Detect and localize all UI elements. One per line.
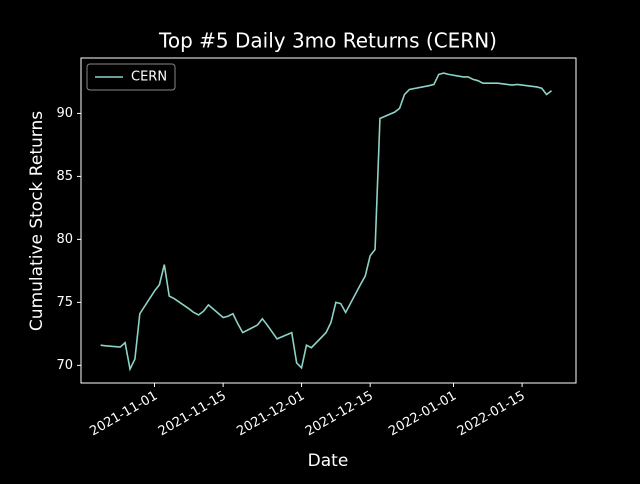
y-tick-label: 90 bbox=[56, 106, 73, 121]
y-tick-label: 80 bbox=[56, 232, 73, 247]
chart-title: Top #5 Daily 3mo Returns (CERN) bbox=[158, 29, 497, 53]
line bbox=[100, 72, 552, 372]
legend: CERN bbox=[86, 63, 176, 91]
plot-frame bbox=[80, 57, 577, 384]
legend-label: CERN bbox=[131, 70, 167, 85]
y-tick-label: 70 bbox=[56, 358, 73, 373]
y-tick-label: 75 bbox=[56, 295, 73, 310]
y-axis-label: Cumulative Stock Returns bbox=[27, 111, 47, 331]
y-tick-label: 85 bbox=[56, 169, 73, 184]
x-axis-label: Date bbox=[308, 451, 349, 471]
legend-box bbox=[86, 63, 176, 91]
